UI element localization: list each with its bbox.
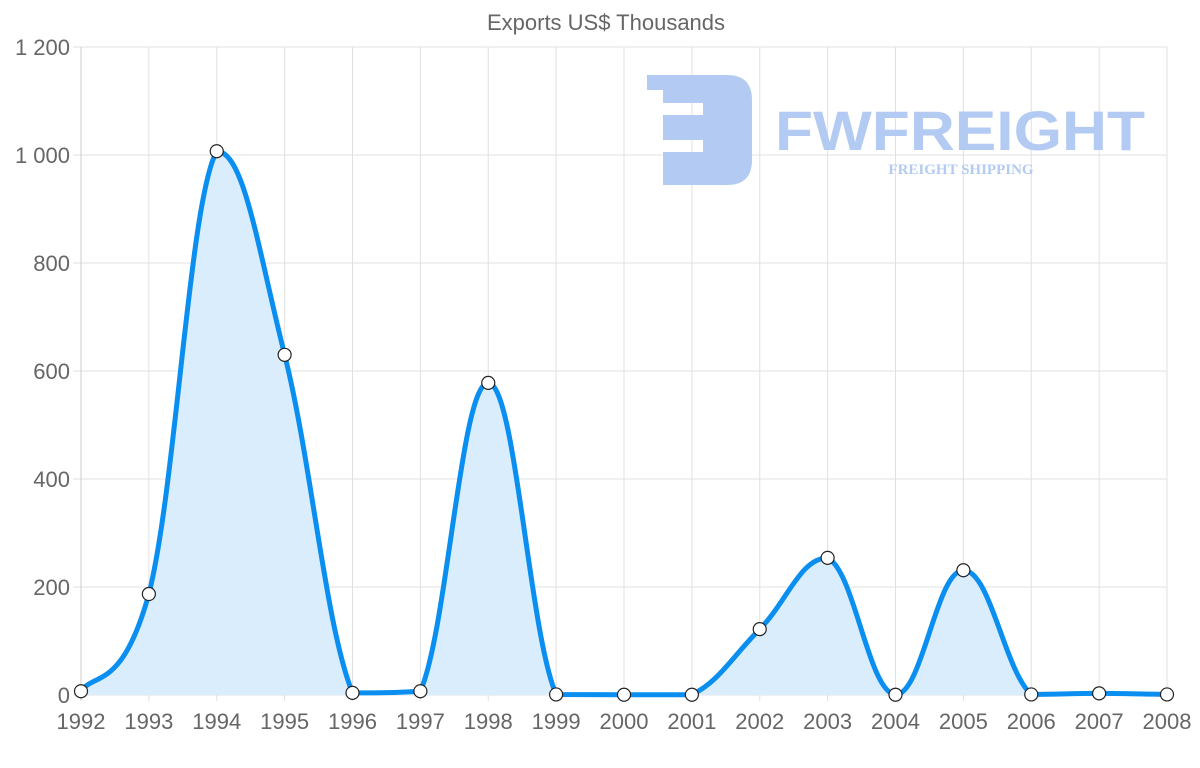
y-tick-label: 600 xyxy=(33,359,70,384)
logo-mark-icon xyxy=(647,75,752,185)
data-point xyxy=(616,687,632,702)
y-tick-label: 1 200 xyxy=(15,35,70,60)
x-tick-label: 1992 xyxy=(57,709,106,734)
data-point xyxy=(277,347,292,362)
data-point xyxy=(888,687,903,702)
y-tick-label: 400 xyxy=(33,467,70,492)
data-point xyxy=(1092,686,1107,701)
fwfreight-logo-watermark: FWFREIGHT FREIGHT SHIPPING xyxy=(647,75,1145,185)
y-tick-label: 0 xyxy=(58,683,70,708)
data-point xyxy=(684,687,699,702)
data-point xyxy=(209,144,224,159)
y-axis: 0 200 400 600 800 1 000 1 200 xyxy=(15,35,70,708)
data-point xyxy=(820,550,835,565)
data-point xyxy=(1024,687,1039,702)
data-point xyxy=(141,586,156,602)
series-exports xyxy=(73,144,1175,702)
y-tick-label: 800 xyxy=(33,251,70,276)
x-tick-label: 2005 xyxy=(939,709,988,734)
data-point xyxy=(345,685,360,700)
x-tick-label: 1999 xyxy=(532,709,581,734)
data-point xyxy=(413,684,428,699)
watermark-tagline: FREIGHT SHIPPING xyxy=(888,162,1033,178)
x-axis: 1992 1993 1994 1995 1996 1997 1998 1999 2000 2001… xyxy=(57,709,1192,734)
data-point xyxy=(956,563,971,578)
x-tick-label: 2001 xyxy=(667,709,716,734)
x-tick-label: 1995 xyxy=(260,709,309,734)
data-point xyxy=(1159,687,1175,702)
x-tick-label: 2000 xyxy=(600,709,649,734)
x-tick-label: 1997 xyxy=(396,709,445,734)
x-tick-label: 1998 xyxy=(464,709,513,734)
watermark-brand: FWFREIGHT xyxy=(775,99,1145,162)
data-point xyxy=(73,684,89,699)
chart-title: Exports US$ Thousands xyxy=(487,10,725,35)
x-tick-label: 2003 xyxy=(803,709,852,734)
x-tick-label: 1993 xyxy=(124,709,173,734)
x-tick-label: 1996 xyxy=(328,709,377,734)
data-point xyxy=(752,622,767,637)
data-point xyxy=(481,375,496,390)
x-tick-label: 2004 xyxy=(871,709,920,734)
y-tick-label: 200 xyxy=(33,575,70,600)
x-tick-label: 2008 xyxy=(1143,709,1192,734)
x-tick-label: 2002 xyxy=(735,709,784,734)
x-tick-label: 2007 xyxy=(1075,709,1124,734)
x-tick-label: 1994 xyxy=(192,709,241,734)
x-tick-label: 2006 xyxy=(1007,709,1056,734)
y-tick-label: 1 000 xyxy=(15,143,70,168)
data-point xyxy=(549,687,564,702)
